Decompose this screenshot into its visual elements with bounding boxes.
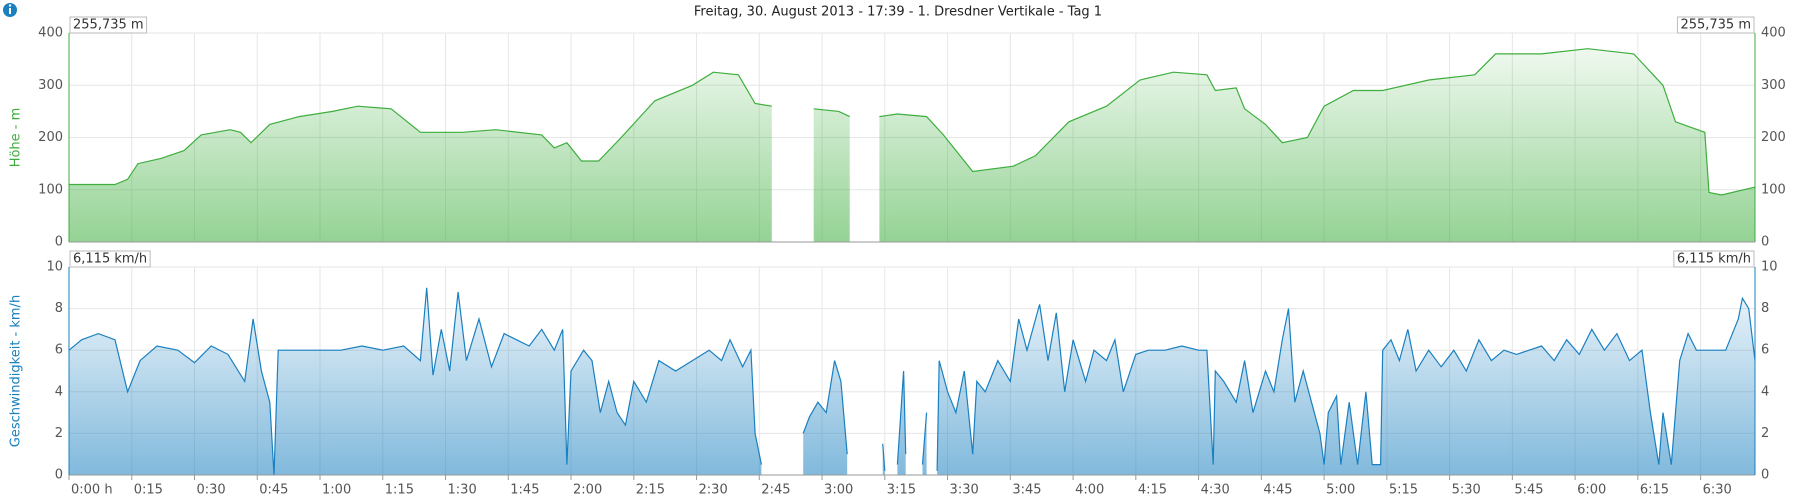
- y-axis-title: Höhe - m: [9, 108, 24, 168]
- y-tick-label: 4: [55, 384, 63, 399]
- y-tick-label: 400: [38, 26, 63, 41]
- area-fill: [69, 48, 1755, 243]
- x-tick-label: 4:15: [1138, 483, 1167, 497]
- y-tick-label: 2: [55, 426, 63, 441]
- readout-left-box: [69, 250, 151, 268]
- y-tick-label-right: 400: [1761, 26, 1786, 41]
- x-tick-label: 3:30: [950, 483, 979, 497]
- info-icon[interactable]: [3, 3, 17, 17]
- y-tick-label-right: 2: [1761, 426, 1769, 441]
- x-tick-label: 6:15: [1640, 483, 1669, 497]
- x-tick-label: 2:00: [573, 483, 602, 497]
- x-tick-label: 1:45: [510, 483, 539, 497]
- y-tick-label: 200: [38, 130, 63, 145]
- x-tick-label: 5:00: [1326, 483, 1355, 497]
- y-tick-label-right: 0: [1761, 468, 1769, 483]
- readout-left-box: [69, 16, 148, 34]
- y-tick-label: 0: [55, 235, 63, 250]
- x-tick-label: 1:15: [385, 483, 414, 497]
- series-line: [69, 48, 1756, 196]
- y-tick-label-right: 200: [1761, 130, 1786, 145]
- x-tick-label: 3:00: [824, 483, 853, 497]
- y-tick-label-right: 300: [1761, 78, 1786, 93]
- y-tick-label-right: 10: [1761, 260, 1778, 275]
- x-tick-label: 4:00: [1075, 483, 1104, 497]
- x-tick-label: 0:15: [134, 483, 163, 497]
- x-tick-label: 4:30: [1201, 483, 1230, 497]
- readout-left: 6,115 km/h: [73, 252, 147, 267]
- x-tick-label: 6:00: [1577, 483, 1606, 497]
- y-tick-label-right: 0: [1761, 235, 1769, 250]
- y-tick-label-right: 8: [1761, 301, 1769, 316]
- x-tick-label: 2:15: [636, 483, 665, 497]
- x-tick-label: 6:30: [1703, 483, 1732, 497]
- x-tick-label: 2:45: [761, 483, 790, 497]
- y-tick-label: 8: [55, 301, 63, 316]
- x-tick-label: 3:45: [1012, 483, 1041, 497]
- y-tick-label-right: 4: [1761, 384, 1769, 399]
- y-axis-title: Geschwindigkeit - km/h: [9, 295, 24, 447]
- chart-title: Freitag, 30. August 2013 - 17:39 - 1. Dr…: [694, 5, 1102, 20]
- x-tick-label: 5:45: [1514, 483, 1543, 497]
- readout-right: 6,115 km/h: [1677, 252, 1751, 267]
- y-tick-label-right: 6: [1761, 343, 1769, 358]
- x-tick-label: 1:00: [322, 483, 351, 497]
- readout-right-box: [1673, 250, 1755, 268]
- x-tick-label: 3:15: [887, 483, 916, 497]
- x-tick-label: 5:15: [1389, 483, 1418, 497]
- series-line: [68, 287, 1756, 476]
- x-tick-label: 4:45: [1263, 483, 1292, 497]
- readout-left: 255,735 m: [73, 18, 144, 33]
- y-tick-label: 6: [55, 343, 63, 358]
- readout-right-box: [1676, 16, 1755, 34]
- x-tick-label: 0:30: [197, 483, 226, 497]
- y-tick-label: 300: [38, 78, 63, 93]
- x-tick-label: 2:30: [699, 483, 728, 497]
- readout-right: 255,735 m: [1680, 18, 1751, 33]
- y-tick-label-right: 100: [1761, 182, 1786, 197]
- y-tick-label: 100: [38, 182, 63, 197]
- x-tick-label: 0:45: [259, 483, 288, 497]
- y-tick-label: 10: [46, 260, 63, 275]
- x-tick-label: 1:30: [448, 483, 477, 497]
- y-tick-label: 0: [55, 468, 63, 483]
- x-tick-label: 5:30: [1452, 483, 1481, 497]
- area-fill: [69, 287, 1755, 475]
- x-tick-label: 0:00 h: [71, 483, 113, 497]
